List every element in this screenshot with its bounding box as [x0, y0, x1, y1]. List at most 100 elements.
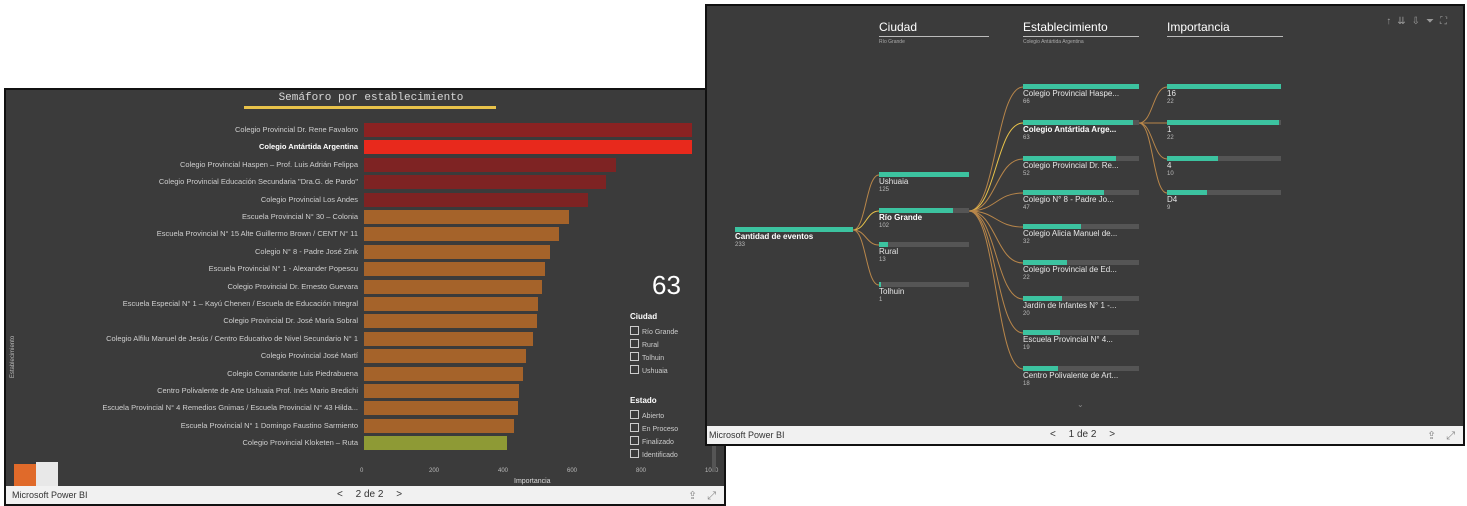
slicer-checkbox[interactable]: Finalizado: [630, 436, 674, 446]
bar[interactable]: [364, 366, 523, 381]
node-bar[interactable]: [1023, 156, 1116, 161]
slicer-checkbox[interactable]: En Proceso: [630, 423, 678, 433]
bar[interactable]: [364, 297, 539, 311]
tree-link: [968, 210, 1024, 228]
node-value: 66: [1023, 99, 1030, 105]
slicer-checkbox[interactable]: Rural: [630, 339, 659, 349]
bar-label: Colegio Provincial Educación Secundaria …: [158, 177, 358, 187]
visual-header-icon[interactable]: ⇩: [1411, 16, 1426, 27]
column-header-importancia[interactable]: Importancia: [1167, 20, 1230, 34]
node-bar[interactable]: [1167, 156, 1219, 161]
slicer-checkbox[interactable]: Ushuaia: [630, 365, 668, 375]
node-bar[interactable]: [1023, 84, 1139, 89]
share-icon[interactable]: ⇪: [1426, 430, 1437, 442]
node-bar[interactable]: [879, 282, 881, 287]
fullscreen-icon[interactable]: ⤢: [1446, 430, 1455, 442]
bar[interactable]: [364, 418, 515, 433]
node-bar[interactable]: [1167, 120, 1279, 125]
node-label[interactable]: Colegio N° 8 - Padre Jo...: [1023, 195, 1114, 204]
node-label[interactable]: 1: [1167, 125, 1172, 134]
fullscreen-icon[interactable]: ⤢: [707, 490, 716, 502]
bar[interactable]: [364, 227, 559, 242]
node-bar[interactable]: [1023, 366, 1058, 371]
node-label[interactable]: Ushuaia: [879, 177, 909, 186]
node-label[interactable]: Tolhuin: [879, 287, 905, 296]
node-label[interactable]: Rural: [879, 247, 899, 256]
bar[interactable]: [364, 401, 518, 416]
node-bar[interactable]: [1023, 190, 1105, 195]
bar[interactable]: [364, 244, 551, 259]
visual-header-icon[interactable]: ⛶: [1440, 16, 1453, 27]
slicer-checkbox[interactable]: Abierto: [630, 410, 664, 420]
bar[interactable]: [364, 157, 616, 172]
column-header-establecimiento[interactable]: Establecimiento: [1023, 20, 1108, 34]
bar[interactable]: [364, 175, 606, 190]
node-label[interactable]: 4: [1167, 161, 1172, 170]
node-label[interactable]: Río Grande: [879, 213, 923, 222]
visual-header-icon[interactable]: ⏷: [1426, 16, 1440, 27]
node-label[interactable]: D4: [1167, 195, 1178, 204]
node-label[interactable]: Colegio Provincial Haspe...: [1023, 89, 1120, 98]
next-page-button[interactable]: >: [1109, 429, 1116, 440]
tree-link: [968, 210, 1024, 370]
node-bar[interactable]: [879, 242, 888, 247]
bar-label: Escuela Provincial N° 30 – Colonia: [242, 212, 358, 221]
bar-chart-report-window: Semáforo por establecimiento Colegio Pro…: [4, 88, 726, 506]
node-label[interactable]: Colegio Provincial de Ed...: [1023, 265, 1117, 274]
prev-page-button[interactable]: <: [337, 489, 343, 500]
slicer-checkbox[interactable]: Identificado: [630, 449, 678, 459]
bar[interactable]: [364, 314, 537, 329]
bar[interactable]: [364, 436, 508, 451]
node-bar[interactable]: [1023, 260, 1068, 265]
chevron-down-icon[interactable]: ⌄: [1077, 400, 1084, 409]
column-underline: [1023, 36, 1139, 37]
node-label[interactable]: Jardín de Infantes N° 1 -...: [1023, 301, 1117, 310]
node-value: 22: [1023, 275, 1030, 281]
visual-header-icon[interactable]: ↑: [1386, 16, 1398, 27]
bar[interactable]: [364, 140, 692, 155]
page-navigator: < 1 de 2 >: [1045, 429, 1120, 440]
node-bar[interactable]: [1167, 84, 1281, 89]
bar-label: Colegio Provincial Dr. Rene Favaloro: [235, 125, 358, 134]
column-underline: [1167, 36, 1283, 37]
node-label[interactable]: 16: [1167, 89, 1176, 98]
column-header-ciudad[interactable]: Ciudad: [879, 20, 918, 34]
node-bar[interactable]: [1023, 120, 1134, 125]
bar[interactable]: [364, 192, 589, 207]
node-label[interactable]: Colegio Antártida Arge...: [1023, 125, 1117, 134]
node-bar[interactable]: [1023, 224, 1081, 229]
node-label[interactable]: Centro Polivalente de Art...: [1023, 371, 1119, 380]
visual-header-icon[interactable]: ⇊: [1397, 16, 1412, 27]
node-bar[interactable]: [1023, 296, 1063, 301]
tree-link: [852, 210, 880, 231]
share-icon[interactable]: ⇪: [687, 490, 698, 502]
node-value: 9: [1167, 205, 1171, 211]
node-bar[interactable]: [1023, 330, 1061, 335]
prev-page-button[interactable]: <: [1050, 429, 1056, 440]
node-value: 10: [1167, 171, 1174, 177]
decomposition-tree-window: Ciudad Río Grande Establecimiento Colegi…: [705, 4, 1465, 446]
node-label[interactable]: Colegio Provincial Dr. Re...: [1023, 161, 1119, 170]
bar[interactable]: [364, 123, 692, 137]
x-tick-label: 1000: [705, 468, 718, 474]
node-value: 1: [879, 297, 883, 303]
bar-label: Escuela Provincial N° 1 Domingo Faustino…: [180, 420, 358, 430]
bar[interactable]: [364, 210, 570, 224]
slicer-checkbox[interactable]: Río Grande: [630, 326, 678, 336]
bar[interactable]: [364, 384, 520, 398]
node-bar-track: [879, 242, 969, 247]
bar[interactable]: [364, 331, 534, 346]
node-label[interactable]: Colegio Alicia Manuel de...: [1023, 229, 1118, 238]
next-page-button[interactable]: >: [396, 489, 403, 500]
node-bar[interactable]: [1167, 190, 1207, 195]
node-bar[interactable]: [735, 227, 853, 232]
node-label[interactable]: Cantidad de eventos: [735, 232, 814, 241]
bar[interactable]: [364, 279, 542, 294]
bar[interactable]: [364, 262, 546, 277]
node-bar[interactable]: [879, 208, 953, 213]
node-label[interactable]: Escuela Provincial N° 4...: [1023, 335, 1113, 344]
bar[interactable]: [364, 349, 527, 364]
slicer-checkbox[interactable]: Tolhuin: [630, 352, 664, 362]
node-bar[interactable]: [879, 172, 969, 177]
node-bar-track: [879, 282, 969, 287]
